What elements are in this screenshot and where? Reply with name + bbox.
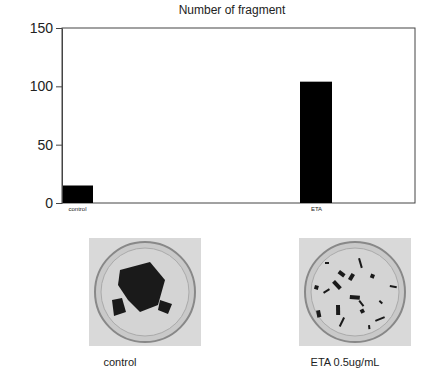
- y-tick-label: 50: [37, 137, 53, 153]
- fragment: [323, 288, 330, 293]
- dish-background: [299, 238, 411, 346]
- y-tick-mark: [56, 86, 62, 87]
- title: Number of fragment: [179, 3, 286, 17]
- fragment: [112, 298, 126, 316]
- image-caption: ETA 0.5ug/mL: [311, 356, 380, 368]
- fragment: [360, 308, 365, 313]
- fragment: [350, 295, 360, 300]
- fragment: [390, 285, 397, 288]
- fragment: [158, 300, 172, 314]
- fragment: [370, 274, 375, 279]
- y-tick-mark: [56, 145, 62, 146]
- fragment: [332, 280, 342, 290]
- fragment: [339, 317, 345, 327]
- y-axis-line: [62, 29, 63, 204]
- x-tick: ETA: [311, 206, 322, 212]
- y-tick-label: 0: [45, 195, 53, 211]
- x-tick-label: control: [68, 206, 86, 212]
- x-tick-label: ETA: [311, 206, 322, 212]
- fragment: [314, 285, 319, 290]
- plot-frame: [62, 28, 415, 203]
- dish-images: [89, 238, 411, 346]
- dish: [305, 242, 405, 342]
- fragments: [112, 258, 397, 329]
- x-axis: control ETA: [68, 206, 322, 212]
- bars: [62, 82, 332, 203]
- dish: [95, 242, 195, 342]
- y-tick: 0: [45, 195, 62, 211]
- fragment: [336, 305, 340, 315]
- fragment: [358, 300, 364, 307]
- x-tick: control: [68, 206, 86, 212]
- image-caption: control: [103, 356, 136, 368]
- y-tick-mark: [56, 203, 62, 204]
- fragment: [316, 310, 321, 318]
- fragment: [368, 325, 370, 329]
- fragment: [338, 270, 346, 277]
- fragment: [375, 316, 385, 322]
- y-tick: 150: [30, 20, 62, 36]
- bar: [62, 186, 93, 204]
- bar: [300, 82, 332, 203]
- y-tick-label: 150: [30, 20, 54, 36]
- dish-inner: [101, 248, 189, 336]
- fragment: [348, 273, 355, 281]
- fragment: [379, 300, 383, 304]
- fragment: [325, 262, 329, 264]
- y-tick: 50: [37, 137, 62, 153]
- y-tick: 100: [30, 78, 62, 94]
- dish-inner: [311, 248, 399, 336]
- dish-background: [89, 238, 201, 346]
- y-axis: 0 50 100 150: [30, 20, 63, 211]
- fragment: [358, 258, 363, 268]
- y-tick-mark: [56, 28, 62, 29]
- y-tick-label: 100: [30, 78, 54, 94]
- fragment: [118, 262, 165, 312]
- chart: Number of fragment050100150controlETAcon…: [0, 0, 421, 374]
